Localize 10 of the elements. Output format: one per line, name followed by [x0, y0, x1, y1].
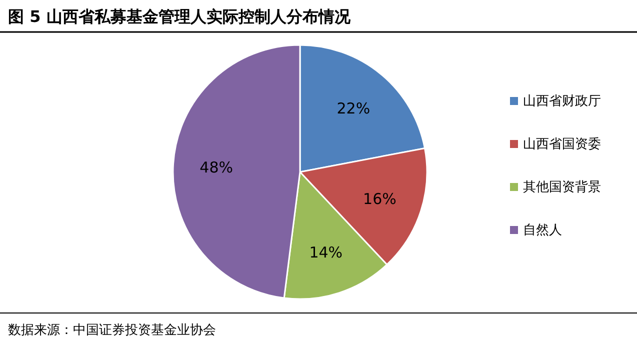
source-note: 数据来源：中国证券投资基金业协会 — [8, 323, 216, 338]
data-label: 14% — [309, 244, 343, 262]
legend-label: 其他国资背景 — [523, 180, 601, 195]
legend-label: 山西省国资委 — [523, 137, 601, 152]
chart-title: 图 5 山西省私募基金管理人实际控制人分布情况 — [8, 7, 352, 26]
legend-label: 山西省财政厅 — [523, 94, 601, 109]
legend-label: 自然人 — [523, 223, 562, 238]
data-label: 16% — [363, 190, 396, 208]
data-label: 48% — [200, 158, 234, 177]
data-label: 22% — [336, 99, 370, 118]
